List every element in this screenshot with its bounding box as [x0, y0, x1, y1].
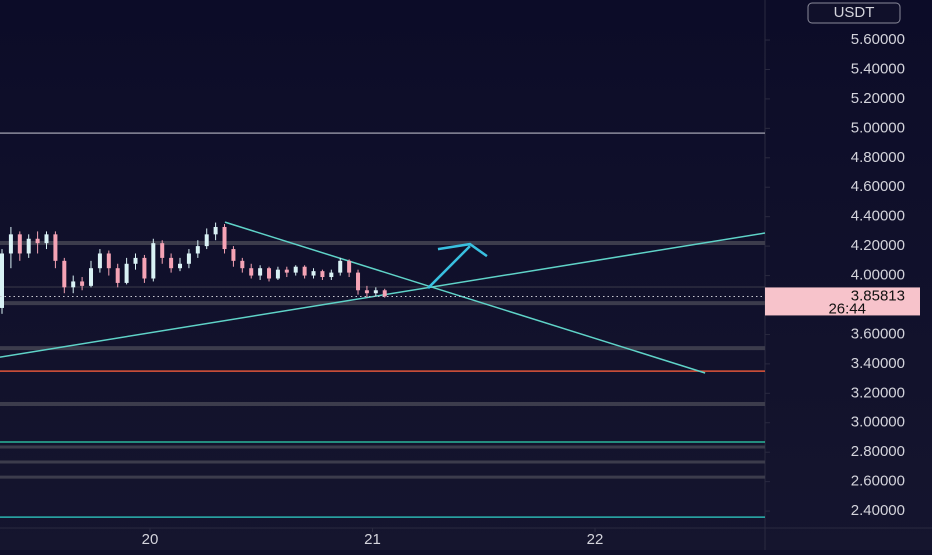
currency-label: USDT	[834, 4, 875, 21]
y-tick-label: 4.00000	[851, 267, 905, 284]
plot-area	[0, 132, 766, 518]
candle-body	[373, 290, 378, 294]
y-tick-label: 4.80000	[851, 149, 905, 166]
x-tick-label: 21	[364, 531, 381, 548]
y-tick-label: 5.40000	[851, 60, 905, 77]
candle-body	[338, 260, 343, 273]
candle-body	[106, 253, 111, 269]
y-tick-label: 5.60000	[851, 31, 905, 48]
candle-body	[302, 266, 307, 276]
candle-body	[35, 238, 40, 244]
candle-body	[133, 257, 138, 264]
candle-body	[169, 257, 174, 269]
candle-body	[89, 268, 94, 286]
currency-box	[807, 2, 901, 24]
y-tick-label: 2.60000	[851, 473, 905, 490]
x-tick-label: 20	[142, 531, 159, 548]
y-tick-label: 2.40000	[851, 502, 905, 519]
candle-body	[178, 263, 183, 269]
candle-body	[26, 238, 31, 254]
trend-line	[224, 221, 706, 374]
candle-body	[80, 281, 85, 286]
trend-line	[0, 232, 766, 358]
candle-body	[115, 268, 120, 283]
candle-body	[0, 253, 5, 308]
candle-body	[347, 260, 352, 273]
arrow-head	[437, 242, 488, 258]
candle-body	[204, 234, 209, 247]
candle-body	[329, 272, 334, 278]
candle-body	[160, 243, 165, 258]
y-tick-label: 4.20000	[851, 237, 905, 254]
y-tick-label: 5.20000	[851, 90, 905, 107]
y-tick-label: 3.20000	[851, 384, 905, 401]
candle-body	[195, 246, 200, 254]
candle-body	[44, 234, 49, 244]
candle-body	[240, 260, 245, 269]
candle-body	[293, 266, 298, 273]
candle-body	[71, 281, 76, 288]
y-tick-label: 5.00000	[851, 119, 905, 136]
candle-body	[124, 263, 129, 283]
candle-body	[97, 253, 102, 269]
candle-body	[364, 290, 369, 294]
candle-body	[249, 268, 254, 276]
candle-body	[356, 272, 361, 291]
candle-body	[62, 260, 67, 288]
candle-body	[275, 269, 280, 279]
candle-body	[53, 234, 58, 261]
candle-body	[151, 243, 156, 279]
arrow	[427, 245, 471, 289]
candle-body	[186, 253, 191, 264]
countdown-label: 26:44	[828, 300, 866, 317]
price-tag	[765, 287, 920, 316]
y-tick-label: 3.60000	[851, 325, 905, 342]
candle-body	[267, 268, 272, 279]
last-price-label: 3.85813	[851, 287, 905, 304]
candle-body	[311, 271, 316, 276]
candle-body	[320, 271, 325, 278]
candle-body	[231, 249, 236, 261]
candle-body	[382, 290, 387, 297]
candle-body	[284, 269, 289, 273]
y-tick-label: 2.80000	[851, 443, 905, 460]
candle-body	[17, 234, 22, 254]
x-tick-label: 22	[587, 531, 604, 548]
y-tick-label: 4.60000	[851, 178, 905, 195]
y-tick-label: 3.00000	[851, 414, 905, 431]
y-tick-label: 4.40000	[851, 208, 905, 225]
candle-body	[258, 268, 263, 276]
candle-body	[8, 234, 13, 254]
candle-body	[222, 226, 227, 250]
candle-body	[142, 257, 147, 279]
candle-body	[213, 226, 218, 235]
y-tick-label: 3.40000	[851, 355, 905, 372]
